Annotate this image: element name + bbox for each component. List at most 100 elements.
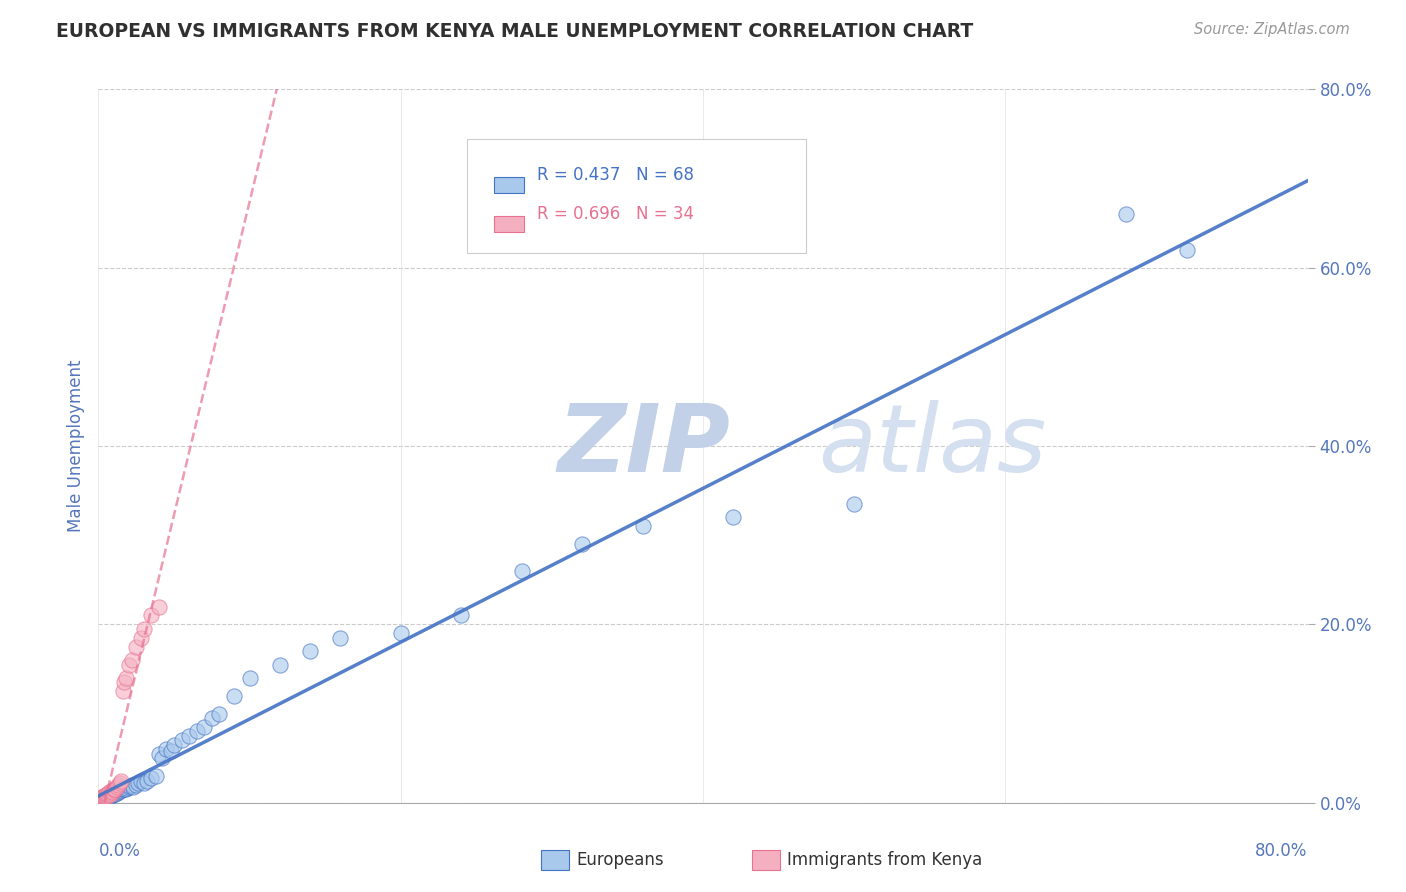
- Point: [450, 608, 472, 623]
- Point: [94, 791, 117, 805]
- Point: [160, 744, 183, 758]
- Point: [93, 789, 115, 803]
- Point: [96, 789, 118, 804]
- Point: [631, 519, 654, 533]
- Point: [107, 783, 129, 797]
- Point: [103, 787, 125, 801]
- Point: [163, 738, 186, 752]
- Point: [269, 657, 291, 672]
- Point: [101, 788, 124, 802]
- Point: [89, 792, 111, 806]
- Point: [208, 706, 231, 721]
- Point: [125, 640, 148, 654]
- Point: [104, 781, 127, 796]
- Point: [389, 626, 412, 640]
- Point: [299, 644, 322, 658]
- Point: [103, 782, 125, 797]
- Point: [224, 689, 246, 703]
- Point: [94, 788, 117, 802]
- Point: [100, 789, 122, 803]
- Point: [93, 790, 115, 805]
- Y-axis label: Male Unemployment: Male Unemployment: [66, 359, 84, 533]
- Point: [118, 657, 141, 672]
- Point: [150, 751, 173, 765]
- Point: [112, 675, 135, 690]
- Point: [100, 788, 122, 802]
- Point: [108, 784, 131, 798]
- Point: [329, 631, 352, 645]
- Point: [105, 784, 128, 798]
- Point: [118, 780, 141, 794]
- Point: [110, 783, 132, 797]
- Point: [1115, 207, 1137, 221]
- Point: [193, 720, 215, 734]
- Point: [122, 780, 145, 794]
- Point: [91, 791, 114, 805]
- FancyBboxPatch shape: [467, 139, 806, 253]
- Point: [89, 793, 111, 807]
- Text: EUROPEAN VS IMMIGRANTS FROM KENYA MALE UNEMPLOYMENT CORRELATION CHART: EUROPEAN VS IMMIGRANTS FROM KENYA MALE U…: [56, 22, 973, 41]
- Point: [90, 793, 112, 807]
- FancyBboxPatch shape: [494, 177, 524, 193]
- Point: [96, 790, 118, 805]
- Point: [723, 510, 745, 524]
- Point: [201, 711, 224, 725]
- Point: [170, 733, 193, 747]
- Point: [115, 780, 138, 795]
- Point: [111, 684, 134, 698]
- Point: [186, 724, 208, 739]
- Point: [98, 789, 121, 804]
- Point: [94, 789, 117, 804]
- Text: Europeans: Europeans: [576, 851, 664, 869]
- Point: [132, 776, 155, 790]
- Point: [510, 564, 533, 578]
- Point: [93, 791, 115, 805]
- Point: [844, 497, 866, 511]
- Point: [100, 787, 122, 801]
- Text: Immigrants from Kenya: Immigrants from Kenya: [787, 851, 983, 869]
- Point: [141, 608, 163, 623]
- Point: [114, 781, 136, 796]
- Point: [571, 537, 593, 551]
- Point: [148, 599, 170, 614]
- Point: [129, 773, 152, 788]
- Point: [111, 781, 134, 796]
- Point: [98, 788, 121, 802]
- Point: [98, 785, 121, 799]
- Point: [104, 785, 127, 799]
- Point: [129, 631, 152, 645]
- Point: [110, 782, 132, 797]
- Point: [100, 784, 122, 798]
- Point: [101, 785, 124, 799]
- Point: [90, 792, 112, 806]
- Point: [108, 776, 131, 790]
- Point: [125, 778, 148, 792]
- Point: [103, 783, 125, 797]
- Text: R = 0.696   N = 34: R = 0.696 N = 34: [537, 205, 695, 223]
- Point: [98, 789, 121, 803]
- Point: [103, 786, 125, 800]
- Point: [114, 671, 136, 685]
- Text: ZIP: ZIP: [558, 400, 731, 492]
- Text: R = 0.437   N = 68: R = 0.437 N = 68: [537, 166, 695, 184]
- Point: [91, 792, 114, 806]
- Point: [107, 778, 129, 792]
- Text: Source: ZipAtlas.com: Source: ZipAtlas.com: [1194, 22, 1350, 37]
- Point: [91, 791, 114, 805]
- Text: 0.0%: 0.0%: [98, 842, 141, 860]
- Point: [145, 769, 167, 783]
- Point: [141, 771, 163, 785]
- Point: [101, 787, 124, 801]
- Point: [132, 622, 155, 636]
- Point: [96, 787, 118, 801]
- FancyBboxPatch shape: [494, 216, 524, 232]
- Point: [127, 776, 149, 790]
- Point: [94, 789, 117, 804]
- Point: [105, 786, 128, 800]
- Point: [107, 785, 129, 799]
- Text: atlas: atlas: [818, 401, 1046, 491]
- Text: 80.0%: 80.0%: [1256, 842, 1308, 860]
- Point: [112, 782, 135, 797]
- Point: [96, 789, 118, 803]
- Point: [121, 653, 143, 667]
